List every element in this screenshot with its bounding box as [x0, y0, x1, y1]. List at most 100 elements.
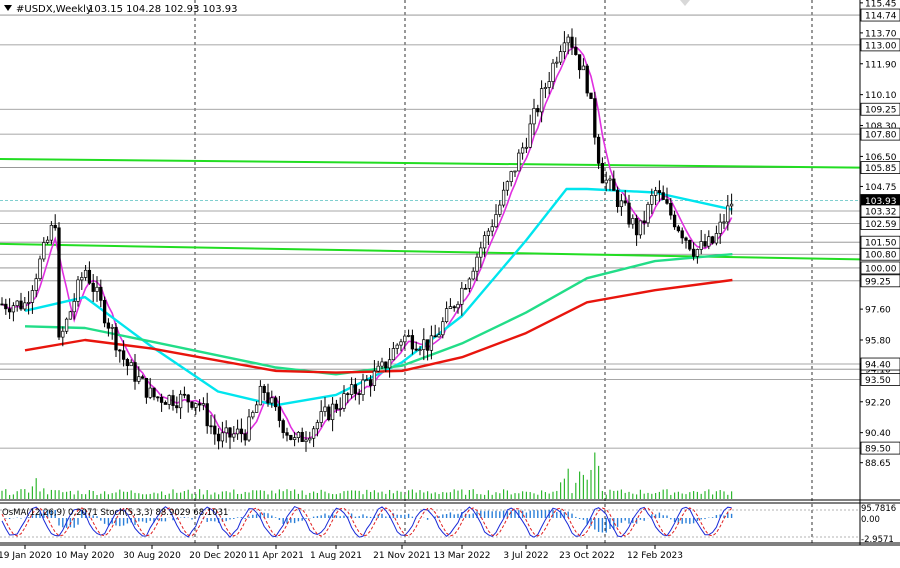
- candle-body: [26, 302, 31, 304]
- candle-body: [15, 300, 19, 307]
- candle-body: [574, 47, 578, 55]
- candle-body: [566, 36, 570, 44]
- candle-body: [543, 87, 548, 89]
- level-label: 102.59: [865, 220, 897, 230]
- candle-body: [384, 361, 388, 369]
- y-tick-label: 111.90: [865, 60, 897, 70]
- candle-body: [463, 287, 468, 290]
- candle-body: [228, 427, 232, 438]
- indicator-layer: [0, 499, 900, 544]
- candle-body: [479, 247, 483, 258]
- y-tick-label: 97.60: [865, 306, 891, 316]
- candle-body: [99, 286, 103, 301]
- candle-body: [710, 236, 715, 244]
- level-label: 89.50: [865, 445, 891, 455]
- y-tick-label: 113.70: [865, 29, 897, 39]
- candle-body: [216, 433, 221, 442]
- candle-body: [498, 204, 502, 215]
- candle-body: [292, 437, 297, 440]
- candle-body: [642, 220, 646, 224]
- level-label-box: [860, 261, 900, 275]
- trend-line: [0, 157, 861, 169]
- candle-body: [688, 240, 692, 250]
- x-tick-label: 11 Apr 2021: [248, 551, 304, 561]
- level-label: 100.00: [865, 264, 897, 274]
- candle-body: [346, 393, 350, 395]
- candle-body: [190, 401, 194, 408]
- candle-body: [714, 233, 719, 244]
- candle-body: [285, 432, 289, 436]
- candle-body: [653, 190, 658, 196]
- candle-body: [699, 241, 703, 250]
- level-label-box: [860, 357, 900, 371]
- candle-body: [623, 200, 627, 204]
- candle-body: [589, 92, 593, 99]
- candle-body: [456, 303, 460, 309]
- level-label: 100.80: [865, 251, 897, 261]
- candle-body: [273, 397, 278, 408]
- candle-body: [634, 218, 639, 236]
- candle-body: [4, 303, 8, 310]
- y-tick-label: 115.45: [865, 0, 897, 9]
- candle-body: [353, 384, 358, 394]
- candle-body: [45, 239, 50, 243]
- moving-average-line: [24, 253, 733, 376]
- level-label: 101.50: [865, 239, 897, 249]
- candle-body: [707, 236, 711, 247]
- candle-body: [669, 203, 673, 216]
- level-label-box: [860, 441, 900, 455]
- candle-body: [323, 406, 327, 412]
- candle-body: [414, 348, 418, 351]
- candle-body: [691, 248, 696, 257]
- level-label: 109.25: [865, 106, 897, 116]
- candle-body: [604, 179, 608, 184]
- candle-body: [19, 300, 23, 310]
- indicator-label: OsMA(12,26,9) 0.2071 Stoch(5,3,3) 88.902…: [2, 508, 228, 518]
- candle-body: [49, 224, 54, 241]
- dropdown-triangle-icon[interactable]: [4, 5, 12, 11]
- candle-body: [631, 218, 635, 225]
- y-tick-label: 104.75: [865, 183, 897, 193]
- candle-body: [319, 411, 323, 423]
- candle-body: [118, 349, 122, 352]
- level-label-box: [860, 274, 900, 288]
- candle-body: [501, 189, 506, 206]
- candle-body: [220, 432, 225, 442]
- candle-body: [505, 181, 510, 191]
- candle-body: [121, 350, 126, 360]
- candle-body: [437, 334, 441, 338]
- candle-body: [471, 270, 475, 280]
- candle-body: [315, 422, 320, 430]
- header-layer: #USDX,Weekly 103.15 104.28 102.93 103.93…: [2, 0, 690, 518]
- candle-body: [406, 335, 411, 337]
- x-tick-label: 19 Jan 2020: [0, 551, 52, 561]
- candle-body: [311, 428, 316, 439]
- candle-body: [391, 348, 396, 361]
- candle-body: [593, 98, 597, 138]
- candle-body: [125, 359, 130, 367]
- level-label: 105.85: [865, 164, 897, 174]
- candle-body: [57, 227, 61, 338]
- candle-body: [627, 202, 631, 225]
- candle-body: [251, 412, 255, 418]
- candle-body: [547, 81, 551, 88]
- level-label-box: [860, 8, 900, 22]
- candle-body: [399, 341, 403, 346]
- candle-body: [83, 269, 88, 278]
- candle-body: [11, 305, 16, 313]
- candle-body: [235, 428, 240, 435]
- candle-body: [718, 221, 722, 234]
- candle-body: [42, 242, 46, 260]
- level-label-box: [860, 38, 900, 52]
- level-label: 114.74: [865, 12, 897, 22]
- candle-body: [167, 395, 171, 405]
- x-tick-label: 30 Aug 2020: [123, 551, 181, 561]
- candle-body: [308, 437, 312, 441]
- candle-body: [403, 335, 407, 343]
- candle-body: [448, 306, 453, 309]
- x-tick-label: 20 Dec 2020: [189, 551, 247, 561]
- scroll-marker-icon: [680, 0, 690, 6]
- candle-body: [608, 178, 612, 181]
- label-layer: 103.93 100.80 94.10 114.74 113.00 109.25 107.8…: [860, 8, 900, 545]
- indicator-axis-label: 0.00: [861, 515, 880, 525]
